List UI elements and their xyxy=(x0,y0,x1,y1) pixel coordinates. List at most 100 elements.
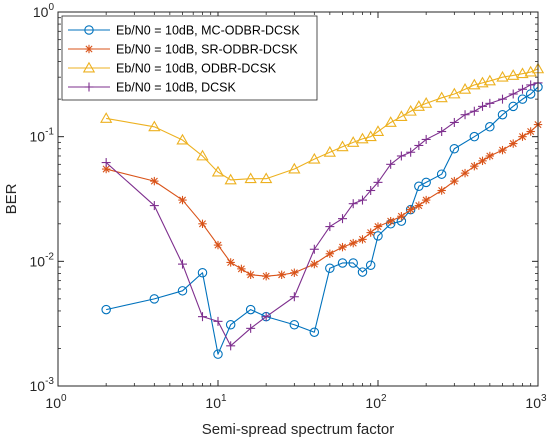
asterisk-marker-d2 xyxy=(450,177,458,185)
sr-odbr-dcsk-point xyxy=(349,238,358,248)
triangle-marker xyxy=(288,162,301,174)
dcsk-point xyxy=(338,214,348,224)
triangle-marker xyxy=(347,136,360,147)
asterisk-marker-d2 xyxy=(387,217,395,225)
sr-odbr-dcsk-point xyxy=(397,212,406,221)
asterisk-marker-d2 xyxy=(518,133,527,141)
series-layer xyxy=(100,62,545,359)
sr-odbr-dcsk-point xyxy=(198,219,207,229)
asterisk-marker-d2 xyxy=(237,265,245,273)
mc-odbr-dcsk-point xyxy=(245,304,256,315)
circle-marker xyxy=(245,304,256,315)
circle-marker xyxy=(517,94,528,104)
mc-odbr-dcsk-point xyxy=(508,101,518,112)
odbr-dcsk-point xyxy=(196,149,209,161)
asterisk-marker-d2 xyxy=(178,196,187,204)
mc-odbr-dcsk-point xyxy=(348,258,358,268)
odbr-dcsk-point xyxy=(448,87,461,99)
triangle-marker xyxy=(323,145,336,157)
dcsk-point xyxy=(261,312,271,322)
mc-odbr-dcsk-point xyxy=(101,304,111,315)
asterisk-marker-d2 xyxy=(367,229,375,237)
asterisk-marker-d2 xyxy=(198,220,207,228)
triangle-marker xyxy=(100,112,113,123)
asterisk-marker-d2 xyxy=(470,162,478,170)
series-dcsk xyxy=(101,78,543,351)
triangle-marker xyxy=(308,152,321,164)
odbr-dcsk-point xyxy=(244,172,257,184)
sr-odbr-dcsk-point xyxy=(178,195,187,205)
dcsk-point xyxy=(366,185,376,195)
triangle-marker xyxy=(384,116,397,127)
dcsk-point xyxy=(485,98,495,108)
dcsk-point xyxy=(478,101,488,111)
dcsk-point xyxy=(449,117,459,127)
mc-odbr-dcsk-point xyxy=(485,122,495,132)
mc-odbr-dcsk-point xyxy=(325,263,335,274)
sr-odbr-dcsk-point xyxy=(277,270,286,279)
mc-odbr-dcsk-point xyxy=(525,89,536,99)
odbr-dcsk-point xyxy=(260,172,273,184)
y-tick-label: 10-2 xyxy=(30,251,55,269)
dcsk-point xyxy=(149,201,159,211)
legend-sr-odbr-dcsk-point xyxy=(84,44,94,54)
dcsk-point xyxy=(357,195,367,205)
mc-odbr-dcsk-point xyxy=(309,327,320,337)
circle-marker xyxy=(177,286,188,296)
sr-odbr-dcsk-point xyxy=(437,186,446,195)
circle-marker xyxy=(225,319,236,330)
asterisk-marker-d2 xyxy=(498,146,507,154)
mc-odbr-dcsk-point xyxy=(225,319,236,330)
sr-odbr-dcsk-point xyxy=(478,156,487,166)
circle-marker xyxy=(525,89,536,99)
sr-odbr-dcsk-point xyxy=(450,176,459,186)
dcsk-point xyxy=(517,84,527,94)
circle-marker xyxy=(373,231,383,241)
asterisk-marker-d2 xyxy=(407,206,415,214)
circle-marker xyxy=(84,25,94,35)
asterisk-marker-d2 xyxy=(326,250,334,258)
sr-odbr-dcsk-point xyxy=(358,235,367,244)
asterisk-marker-d2 xyxy=(438,186,446,195)
triangle-marker xyxy=(420,97,433,108)
odbr-dcsk-point xyxy=(468,78,481,90)
mc-odbr-dcsk-point xyxy=(436,169,447,179)
circle-marker xyxy=(421,177,431,188)
circle-marker xyxy=(337,258,348,268)
asterisk-marker-d2 xyxy=(290,269,298,277)
dcsk-point xyxy=(437,127,447,137)
circle-marker xyxy=(101,304,111,315)
sr-odbr-dcsk-point xyxy=(237,264,246,274)
asterisk-marker-d2 xyxy=(338,243,347,251)
triangle-marker xyxy=(82,61,96,73)
sr-odbr-dcsk-point xyxy=(366,228,375,237)
triangle-marker xyxy=(211,165,225,177)
odbr-dcsk-point xyxy=(507,69,520,80)
asterisk-marker-d2 xyxy=(486,152,494,160)
sr-odbr-dcsk-point xyxy=(290,268,299,277)
dcsk-point xyxy=(101,158,111,168)
circle-marker xyxy=(348,258,358,268)
odbr-dcsk-point xyxy=(420,97,433,108)
sr-odbr-dcsk-point xyxy=(421,195,431,205)
mc-odbr-dcsk-point xyxy=(373,231,383,241)
legend-item-sr-odbr-dcsk: Eb/N0 = 10dB, SR-ODBR-DCSK xyxy=(68,43,298,57)
triangle-marker xyxy=(483,74,496,86)
dcsk-point xyxy=(421,134,431,144)
dcsk-point xyxy=(498,94,508,104)
x-tick-label: 100 xyxy=(45,393,67,411)
mc-odbr-dcsk-point xyxy=(497,109,508,120)
triangle-marker xyxy=(395,110,408,121)
sr-odbr-dcsk-point xyxy=(246,270,255,279)
triangle-marker xyxy=(435,91,448,103)
triangle-marker xyxy=(244,172,257,184)
triangle-marker xyxy=(476,76,489,88)
dcsk-point xyxy=(289,292,299,302)
odbr-dcsk-point xyxy=(384,116,397,127)
sr-odbr-dcsk-point xyxy=(460,168,470,178)
odbr-dcsk-point xyxy=(176,133,189,145)
legend-odbr-dcsk-point xyxy=(82,61,96,73)
asterisk-marker-d2 xyxy=(214,241,222,249)
mc-odbr-dcsk-point xyxy=(289,319,300,330)
odbr-dcsk-point xyxy=(356,132,369,144)
